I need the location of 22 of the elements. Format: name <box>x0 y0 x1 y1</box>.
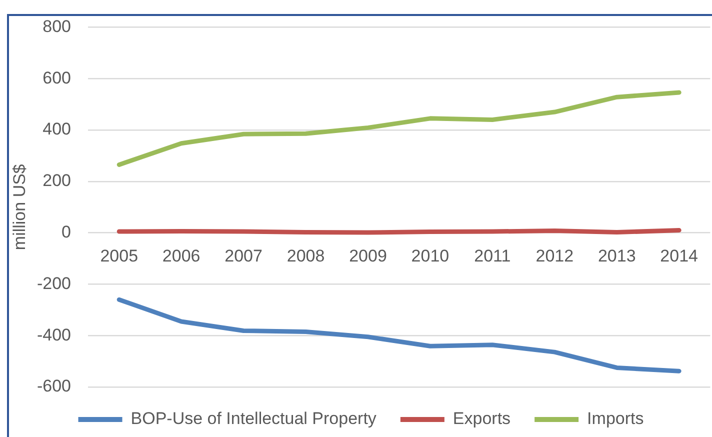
y-tick-label: -400 <box>36 325 71 344</box>
legend-label: Exports <box>452 409 511 428</box>
x-tick-label: 2008 <box>286 246 325 266</box>
x-tick-label: 2005 <box>100 246 138 266</box>
x-tick-label: 2012 <box>536 246 574 266</box>
x-tick-label: 2010 <box>411 246 450 266</box>
y-tick-label: -600 <box>36 376 71 396</box>
x-tick-label: 2007 <box>224 246 262 266</box>
y-tick-label: 400 <box>42 120 71 139</box>
x-tick-label: 2013 <box>598 246 636 266</box>
x-tick-label: 2014 <box>660 246 698 266</box>
y-axis-title: million US$ <box>10 164 29 250</box>
y-tick-label: 800 <box>42 16 71 36</box>
y-tick-label: -200 <box>36 274 71 293</box>
y-tick-label: 0 <box>62 222 71 242</box>
x-tick-label: 2009 <box>349 246 387 266</box>
y-tick-label: 600 <box>42 68 71 88</box>
y-tick-label: 200 <box>42 171 71 190</box>
legend-label: BOP-Use of Intellectual Property <box>130 409 377 428</box>
x-tick-label: 2006 <box>162 246 200 266</box>
x-tick-label: 2011 <box>474 246 511 266</box>
legend-label: Imports <box>587 409 644 428</box>
